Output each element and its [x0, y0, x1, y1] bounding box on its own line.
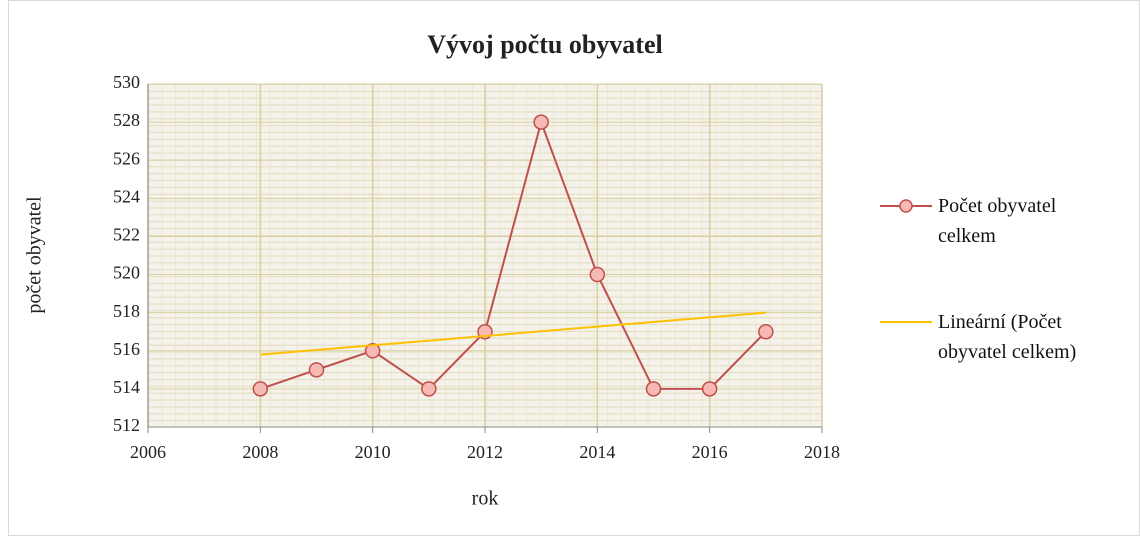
y-tick-label: 528: [113, 110, 140, 130]
x-tick-label: 2008: [242, 442, 278, 462]
y-axis-label: počet obyvatel: [24, 196, 46, 314]
legend-label: Počet obyvatel celkem: [938, 195, 1057, 247]
data-point: [421, 381, 437, 397]
y-tick-label: 512: [113, 415, 140, 435]
y-tick-label: 520: [113, 263, 140, 283]
x-tick-label: 2014: [579, 442, 615, 462]
data-point: [308, 362, 325, 378]
legend-label: Lineární (Počet obyvatel celkem): [938, 311, 1077, 363]
data-point: [589, 266, 606, 283]
data-point: [252, 381, 269, 397]
y-tick-label: 518: [113, 301, 140, 321]
x-tick-label: 2010: [355, 442, 391, 462]
x-axis-label: rok: [472, 488, 499, 510]
data-point: [701, 381, 718, 397]
y-tick-label: 526: [113, 148, 140, 168]
x-tick-label: 2016: [692, 442, 728, 462]
data-point: [364, 343, 381, 359]
y-tick-label: 524: [113, 186, 140, 206]
series-line: [260, 118, 767, 391]
data-point: [758, 323, 774, 340]
y-tick-label: 514: [113, 377, 140, 397]
data-point: [645, 381, 662, 397]
x-tick-label: 2018: [804, 442, 840, 462]
data-point: [533, 114, 549, 130]
x-tick-label: 2006: [130, 442, 166, 462]
series-line: [260, 311, 766, 356]
y-tick-label: 516: [113, 339, 140, 359]
y-tick-label: 530: [113, 72, 140, 92]
legend-marker: [899, 199, 913, 213]
y-tick-label: 522: [113, 225, 140, 245]
chart-title: Vývoj počtu obyvatel: [427, 30, 662, 59]
x-tick-label: 2012: [467, 442, 503, 462]
